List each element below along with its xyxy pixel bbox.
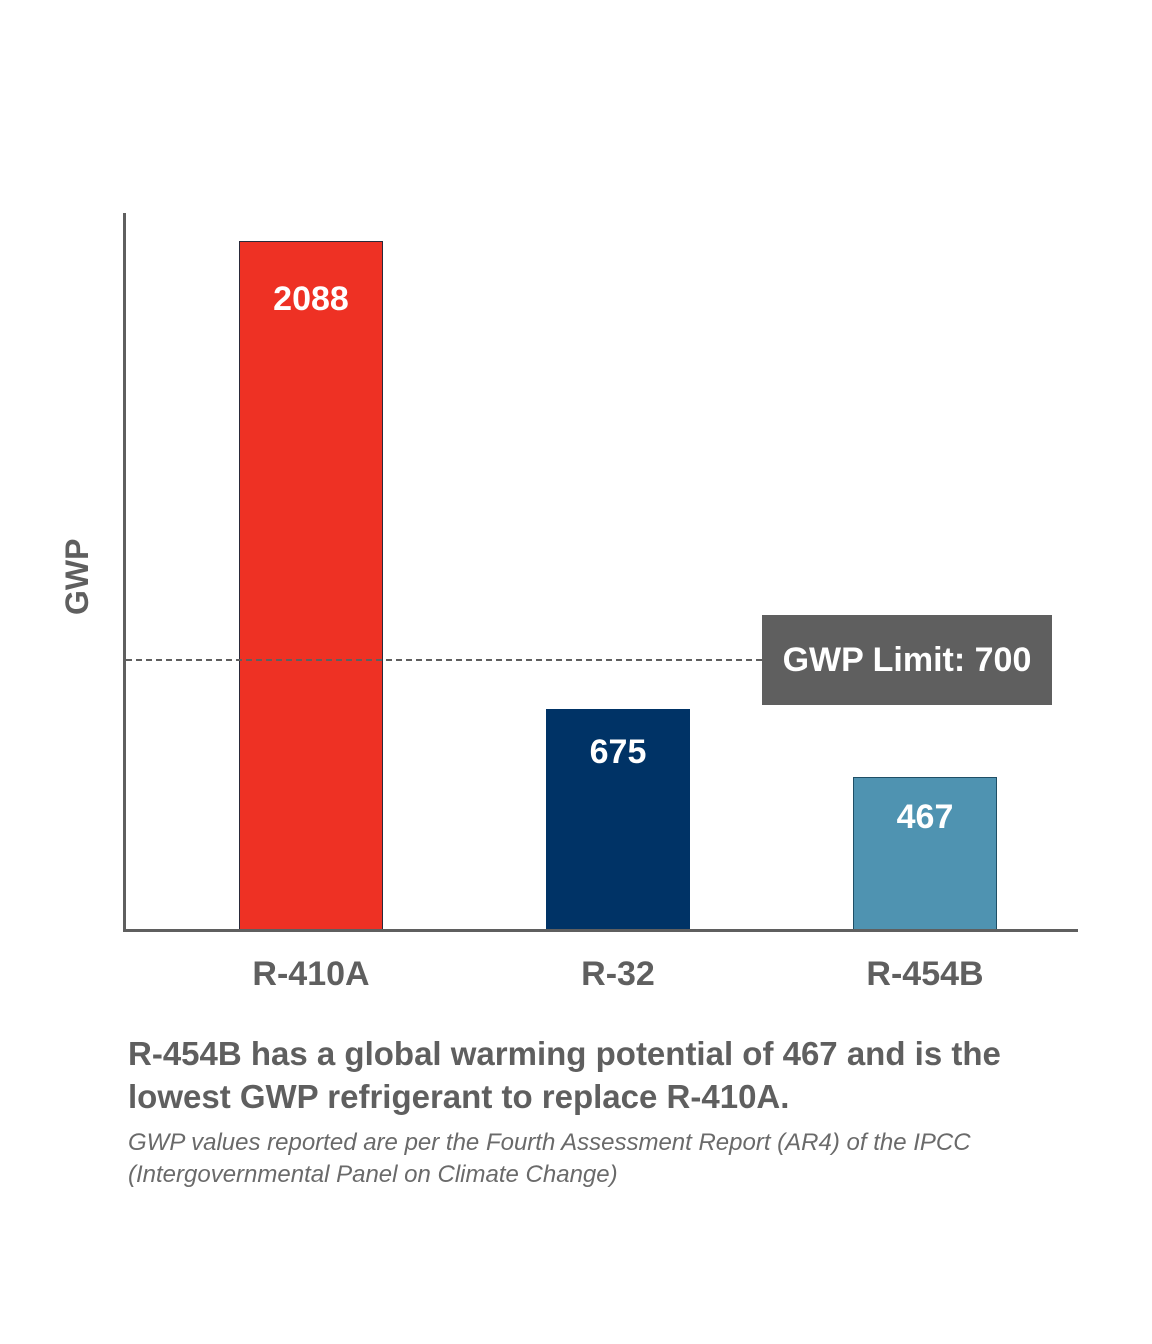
gwp-limit-label: GWP Limit: 700 [762, 615, 1052, 705]
bar-r410a: 2088 [239, 241, 383, 931]
bar-value-label: 467 [896, 798, 954, 836]
bar-r32: 675 [546, 709, 690, 931]
category-label-r410a: R-410A [252, 955, 370, 993]
bar-value-label: 675 [589, 733, 647, 771]
gwp-limit-line [126, 659, 762, 661]
source-note: GWP values reported are per the Fourth A… [128, 1129, 971, 1188]
y-axis-line [123, 213, 126, 932]
category-label-r32: R-32 [581, 955, 655, 993]
y-axis-label: GWP [59, 538, 95, 615]
chart-caption: R-454B has a global warming potential of… [128, 1035, 1001, 1115]
x-axis-line [123, 929, 1078, 932]
category-label-r454b: R-454B [866, 955, 984, 993]
bar-r454b: 467 [853, 777, 997, 931]
bar-value-label: 2088 [273, 280, 349, 318]
